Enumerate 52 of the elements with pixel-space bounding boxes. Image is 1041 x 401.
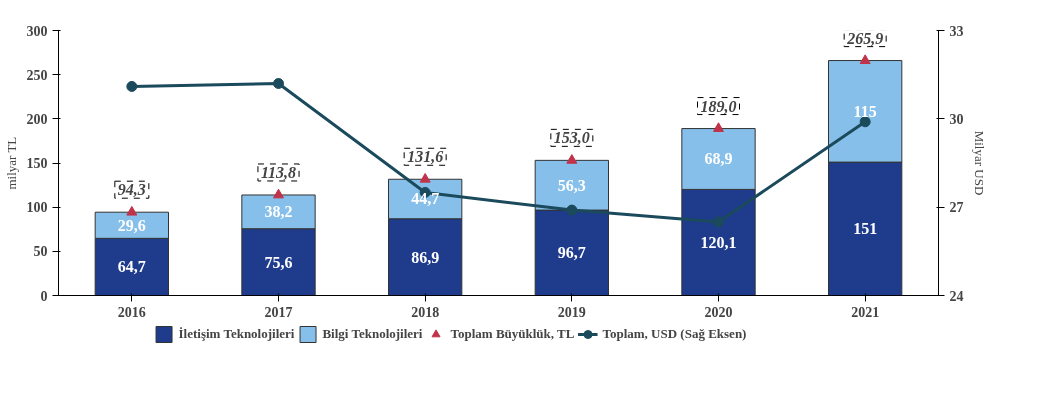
- y-tick-label: 0: [40, 288, 48, 304]
- y-tick-label: 300: [26, 23, 48, 39]
- data-label: 44,7: [411, 190, 440, 208]
- y-axis-title: milyar TL: [3, 136, 19, 190]
- data-label: 86,9: [411, 248, 440, 266]
- x-tick-label: 2021: [851, 304, 880, 320]
- data-label: 131,6: [407, 148, 444, 166]
- legend-label: İletişim Teknolojileri: [178, 326, 295, 342]
- legend-label: Toplam, USD (Sağ Eksen): [602, 326, 747, 342]
- point: [126, 80, 138, 92]
- data-label: 115: [853, 102, 877, 120]
- data-label: 75,6: [264, 253, 293, 271]
- y-tick-label: 250: [26, 67, 48, 83]
- data-label: 96,7: [557, 244, 586, 262]
- point: [566, 204, 578, 216]
- x-tick-label: 2020: [704, 304, 733, 320]
- data-label: 56,3: [557, 176, 586, 194]
- x-tick-label: 2017: [264, 304, 293, 320]
- legend-label: Bilgi Teknolojileri: [322, 326, 423, 342]
- point: [859, 54, 871, 65]
- data-label: 120,1: [700, 233, 737, 251]
- legend-label: Toplam Büyüklük, TL: [450, 326, 575, 342]
- data-label: 151: [853, 220, 878, 238]
- data-label: 189,0: [700, 97, 737, 115]
- point: [566, 154, 578, 164]
- y2-tick-label: 27: [949, 200, 964, 216]
- y-tick-label: 50: [33, 244, 48, 260]
- point: [419, 172, 431, 183]
- data-label: 29,6: [117, 216, 146, 234]
- y-tick-label: 100: [26, 200, 48, 216]
- point: [273, 78, 284, 89]
- y2-tick-label: 24: [949, 288, 964, 304]
- data-label: 38,2: [264, 203, 293, 221]
- y2-tick-label: 33: [949, 23, 964, 39]
- data-label: 113,8: [260, 163, 297, 181]
- x-tick-label: 2019: [557, 304, 586, 320]
- y-tick-label: 150: [26, 156, 48, 171]
- point: [273, 188, 284, 199]
- y2-axis-title: Milyar USD: [971, 130, 987, 196]
- x-tick-label: 2018: [411, 304, 440, 320]
- point: [713, 216, 724, 228]
- x-tick-label: 2016: [117, 304, 146, 320]
- data-label: 64,7: [117, 258, 146, 276]
- data-label: 94,3: [117, 181, 146, 199]
- point: [713, 122, 724, 132]
- y-tick-label: 200: [26, 111, 48, 127]
- data-label: 265,9: [846, 29, 884, 47]
- point: [126, 205, 138, 216]
- data-label: 153,0: [553, 129, 590, 147]
- data-label: 68,9: [704, 150, 733, 168]
- y2-tick-label: 30: [949, 111, 964, 127]
- point: [859, 116, 871, 128]
